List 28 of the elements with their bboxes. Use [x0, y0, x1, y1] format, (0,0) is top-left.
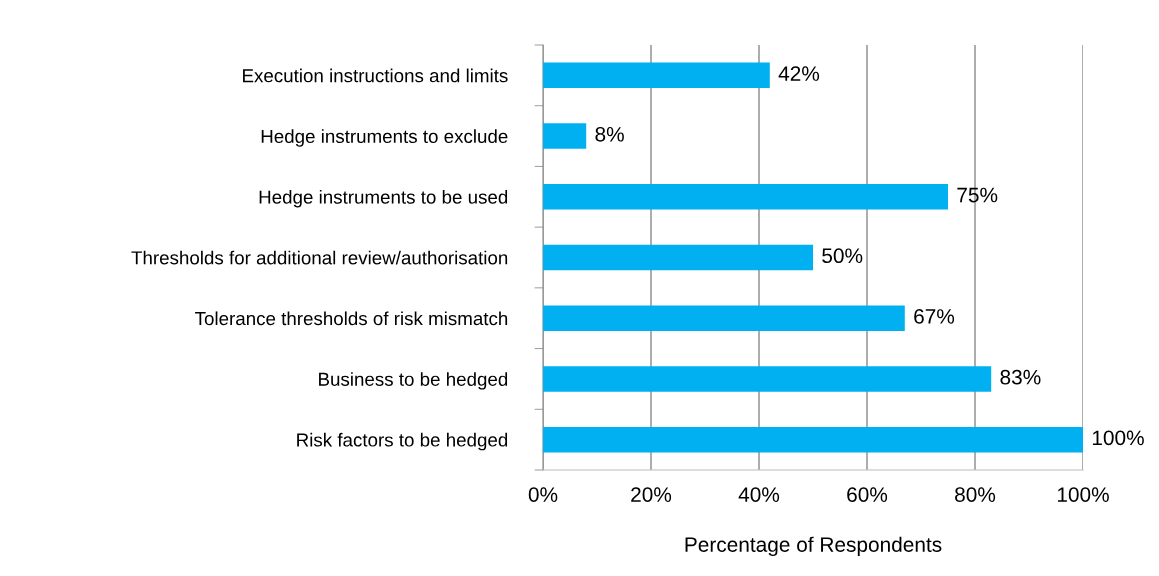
- bar: [543, 123, 587, 149]
- bar: [543, 244, 813, 271]
- y-tick-label: Tolerance thresholds of risk mismatch: [195, 311, 508, 326]
- data-label: 83%: [1000, 369, 1041, 385]
- data-label: 8%: [595, 126, 624, 142]
- y-tick-label: Hedge instruments to exclude: [261, 129, 508, 147]
- bar: [543, 184, 948, 210]
- x-tick-label: 40%: [738, 487, 780, 502]
- bar: [543, 305, 905, 331]
- y-tick-label: Hedge instruments to be used: [259, 189, 508, 208]
- y-tick-label: Business to be hedged: [319, 372, 508, 390]
- data-label: 42%: [778, 66, 820, 81]
- x-tick-label: 20%: [631, 487, 672, 502]
- x-tick-label: 100%: [1057, 487, 1109, 502]
- data-label: 50%: [822, 248, 863, 264]
- y-tick-label: Execution instructions and limits: [243, 68, 508, 83]
- bar: [543, 62, 770, 89]
- x-tick-label: 60%: [847, 487, 888, 502]
- bar: [543, 366, 992, 392]
- y-tick-label: Risk factors to be hedged: [297, 432, 508, 451]
- x-tick-label: 80%: [955, 487, 996, 502]
- x-axis-title: Percentage of Respondents: [685, 536, 942, 557]
- y-tick-label: Thresholds for additional review/authorisation: [131, 250, 508, 265]
- x-tick-label: 0%: [528, 487, 558, 502]
- data-label: 75%: [957, 187, 998, 203]
- bar: [543, 426, 1083, 453]
- data-label: 67%: [914, 309, 955, 324]
- data-label: 100%: [1092, 430, 1144, 446]
